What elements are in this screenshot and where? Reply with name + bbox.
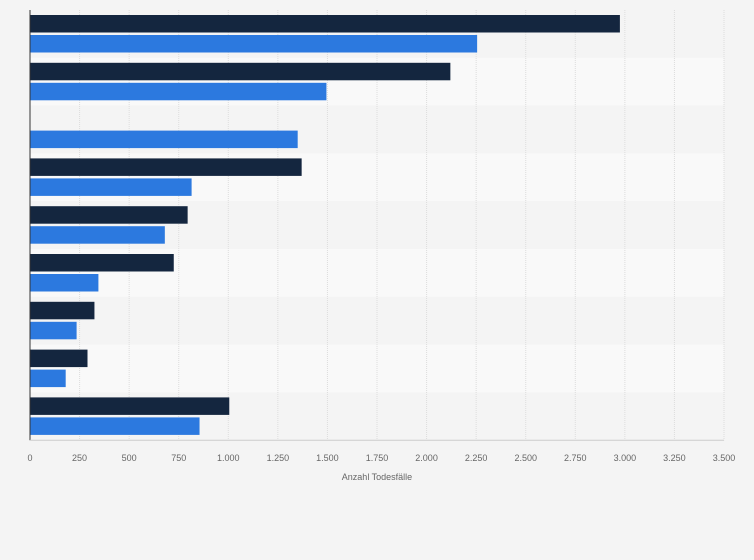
x-tick-label: 3.000 <box>614 453 637 463</box>
x-tick-label: 750 <box>171 453 186 463</box>
bar <box>30 130 298 149</box>
x-tick-labels: 0 250 500 750 1.000 1.250 1.500 1.750 2.000 2.250… <box>27 453 735 463</box>
bar <box>30 158 302 176</box>
x-tick-label: 2.250 <box>465 453 488 463</box>
x-tick-label: 500 <box>122 453 137 463</box>
x-tick-label: 3.500 <box>713 453 736 463</box>
x-tick-label: 1.000 <box>217 453 240 463</box>
bars <box>30 15 620 435</box>
bar <box>30 321 77 340</box>
x-tick-label: 1.500 <box>316 453 339 463</box>
x-tick-label: 0 <box>27 453 32 463</box>
x-tick-label: 1.250 <box>267 453 290 463</box>
x-tick-label: 2.750 <box>564 453 587 463</box>
gridlines <box>79 10 725 441</box>
bar <box>30 82 327 101</box>
bar <box>30 178 192 196</box>
bar <box>30 226 165 244</box>
bar <box>30 62 451 81</box>
bar <box>30 349 88 368</box>
bar <box>30 301 95 320</box>
bar <box>30 206 188 224</box>
x-axis-title: Anzahl Todesfälle <box>342 472 412 482</box>
bar <box>30 274 99 292</box>
x-tick-label: 1.750 <box>366 453 389 463</box>
bar <box>30 417 200 435</box>
bar <box>30 369 66 388</box>
x-tick-label: 250 <box>72 453 87 463</box>
x-tick-label: 2.500 <box>514 453 537 463</box>
x-tick-label: 3.250 <box>663 453 686 463</box>
bar <box>30 15 620 33</box>
x-tick-label: 2.000 <box>415 453 438 463</box>
bar <box>30 397 230 415</box>
bar <box>30 254 174 272</box>
bar <box>30 35 478 53</box>
axes <box>29 10 724 441</box>
